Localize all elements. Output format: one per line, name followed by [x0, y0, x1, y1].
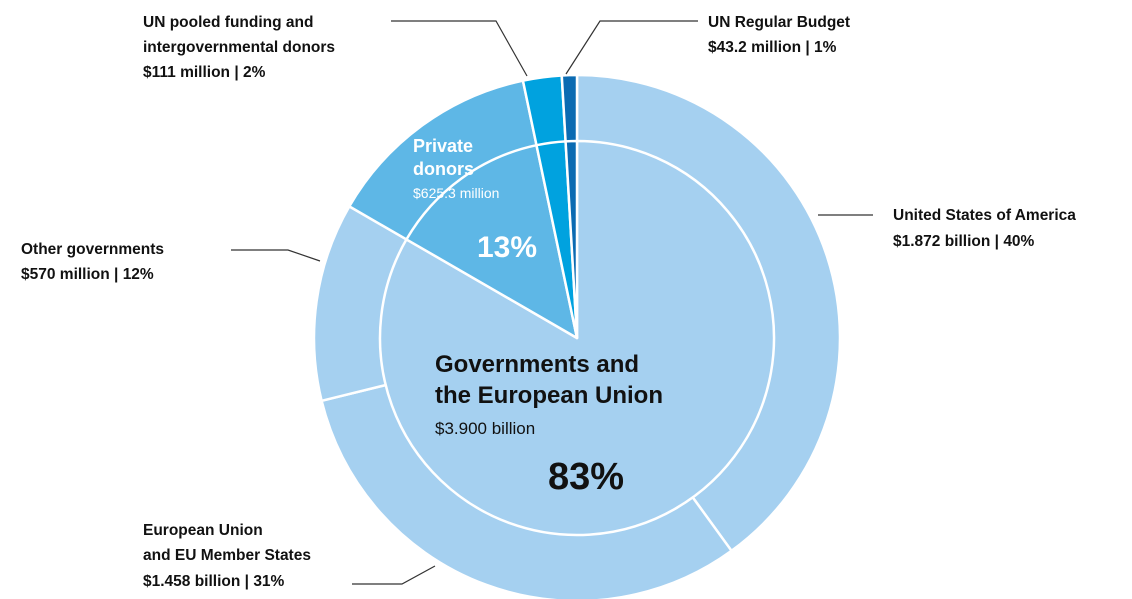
pooled-amount: $111 million	[143, 64, 230, 81]
eu-value: $1.458 billion | 31%	[143, 573, 285, 590]
pooled-label-line2: intergovernmental donors	[143, 39, 335, 56]
eu-percent: | 31%	[245, 573, 285, 590]
eu-label-line2: and EU Member States	[143, 547, 311, 564]
pooled-label-line1: UN pooled funding and	[143, 14, 313, 31]
inner-slice-governments-and-the-european-union	[378, 139, 776, 537]
regular-value: $43.2 million | 1%	[708, 39, 837, 56]
pooled-value: $111 million | 2%	[143, 64, 266, 81]
other-label-line1: Other governments	[21, 241, 164, 258]
eu-amount: $1.458 billion	[143, 573, 240, 590]
private-percent: 13%	[477, 231, 537, 264]
usa-label-line1: United States of America	[893, 207, 1076, 224]
usa-value: $1.872 billion | 40%	[893, 233, 1035, 250]
inner-slice-un-regular-budget	[564, 139, 579, 340]
govt-amount: $3.900 billion	[435, 419, 535, 438]
usa-amount: $1.872 billion	[893, 233, 990, 250]
private-label-line1: Private	[413, 136, 473, 156]
leader-line-pooled	[391, 20, 528, 77]
regular-percent: | 1%	[805, 39, 836, 56]
private-amount: $625.3 million	[413, 185, 499, 201]
leader-line-eu	[352, 565, 436, 585]
leader-line-other	[231, 249, 321, 262]
eu-label-line1: European Union	[143, 522, 263, 539]
other-amount: $570 million	[21, 266, 110, 283]
leader-line-regular	[565, 20, 698, 75]
private-label-line2: donors	[413, 159, 474, 179]
inner-ring	[378, 139, 776, 537]
other-value: $570 million | 12%	[21, 266, 154, 283]
govt-label-line2: the European Union	[435, 382, 663, 409]
pooled-percent: | 2%	[234, 64, 265, 81]
inner-slice-private-donors	[405, 143, 579, 340]
leader-lines	[231, 20, 873, 585]
govt-label-line1: Governments and	[435, 351, 639, 378]
govt-percent: 83%	[548, 456, 624, 498]
usa-percent: | 40%	[995, 233, 1035, 250]
regular-label-line1: UN Regular Budget	[708, 14, 850, 31]
regular-amount: $43.2 million	[708, 39, 801, 56]
other-percent: | 12%	[114, 266, 154, 283]
